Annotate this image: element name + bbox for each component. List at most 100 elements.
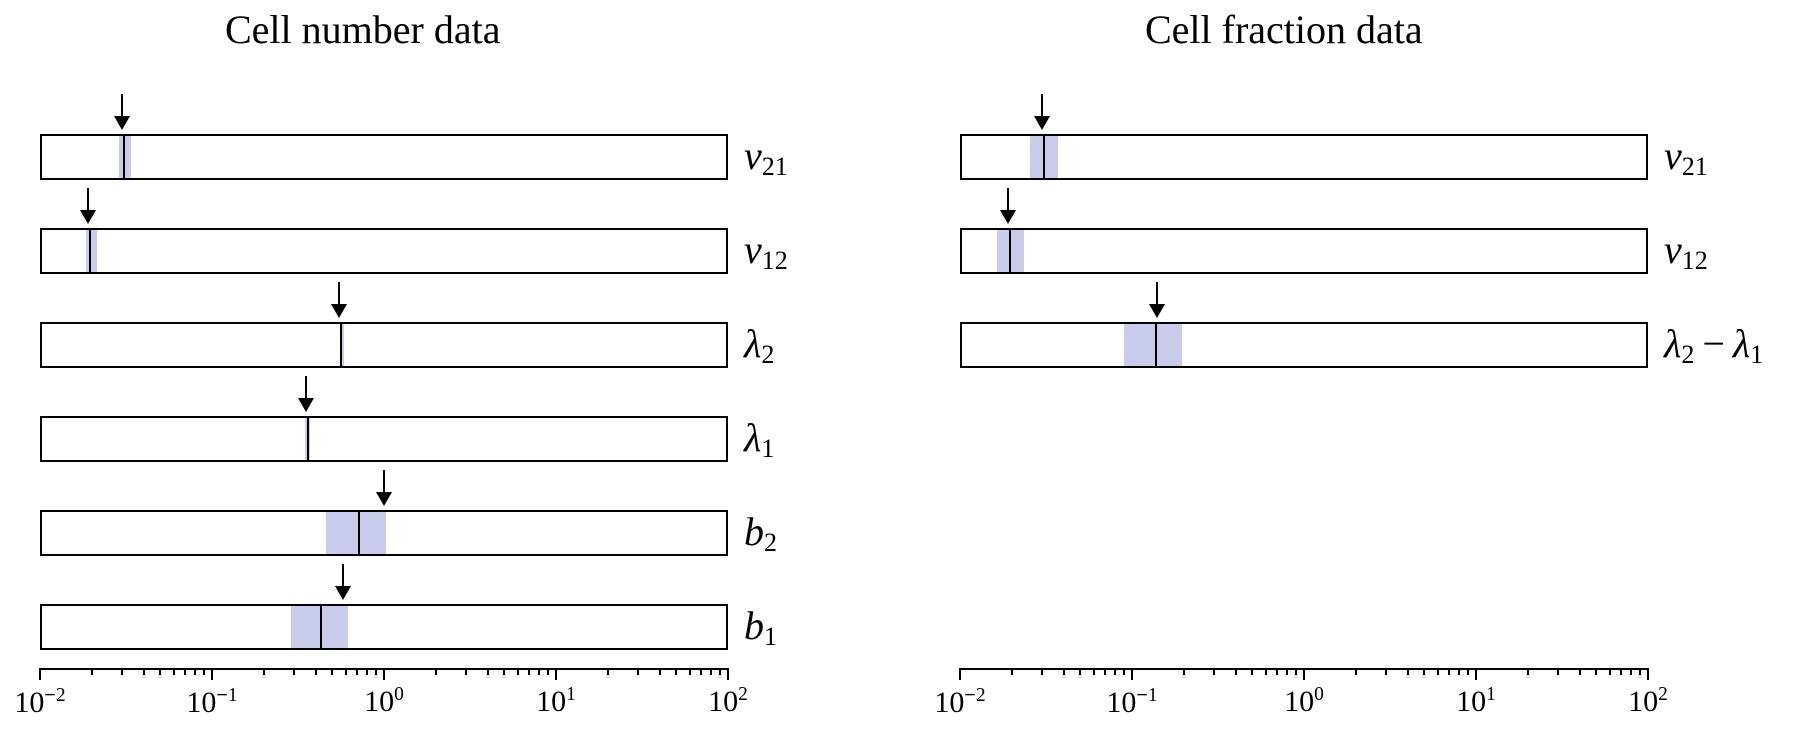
arrow-down-icon	[383, 470, 385, 504]
range-bar	[40, 134, 728, 180]
tick-minor	[465, 668, 467, 675]
param-label: ν12	[744, 227, 788, 278]
tick-minor	[194, 668, 196, 675]
tick-minor	[1630, 668, 1632, 675]
estimate-tick	[123, 136, 125, 178]
estimate-tick	[320, 606, 322, 648]
tick-minor	[121, 668, 123, 675]
tick-minor	[607, 668, 609, 675]
tick-minor	[356, 668, 358, 675]
estimate-tick	[340, 324, 342, 366]
tick-minor	[1527, 668, 1529, 675]
range-bar	[40, 510, 728, 556]
tick-minor	[710, 668, 712, 675]
tick-major	[383, 668, 385, 680]
tick-major	[1303, 668, 1305, 680]
confidence-interval	[326, 512, 386, 554]
tick-minor	[528, 668, 530, 675]
tick-minor	[435, 668, 437, 675]
tick-minor	[1123, 668, 1125, 675]
param-label: λ1	[744, 415, 774, 466]
confidence-interval	[1124, 324, 1181, 366]
tick-minor	[1579, 668, 1581, 675]
tick-label: 101	[536, 684, 576, 719]
tick-label: 10−2	[934, 684, 985, 720]
tick-minor	[1557, 668, 1559, 675]
tick-minor	[1183, 668, 1185, 675]
tick-minor	[659, 668, 661, 675]
param-label: ν21	[744, 133, 788, 184]
figure: Cell number data ν21ν12λ2λ1b2b1 10−210−1…	[0, 0, 1800, 752]
arrow-down-icon	[342, 564, 344, 598]
range-bar	[960, 228, 1648, 274]
panel-title-left: Cell number data	[225, 6, 500, 53]
tick-minor	[503, 668, 505, 675]
tick-label: 102	[708, 684, 748, 719]
arrow-down-icon	[1041, 94, 1043, 128]
param-label: λ2	[744, 321, 774, 372]
tick-minor	[1355, 668, 1357, 675]
tick-minor	[700, 668, 702, 675]
tick-minor	[1385, 668, 1387, 675]
tick-minor	[1251, 668, 1253, 675]
tick-minor	[263, 668, 265, 675]
panel-cell-fraction: Cell fraction data ν21ν12λ2 − λ1 10−210−…	[920, 0, 1800, 752]
arrow-down-icon	[121, 94, 123, 128]
tick-label: 10−1	[186, 684, 237, 720]
estimate-tick	[307, 418, 309, 460]
tick-major	[727, 668, 729, 680]
tick-minor	[1063, 668, 1065, 675]
axis-right: 10−210−1100101102	[960, 668, 1648, 728]
tick-minor	[1041, 668, 1043, 675]
tick-minor	[1093, 668, 1095, 675]
arrow-down-icon	[338, 282, 340, 316]
param-label: b1	[744, 603, 777, 654]
tick-minor	[1595, 668, 1597, 675]
tick-minor	[1286, 668, 1288, 675]
estimate-tick	[358, 512, 360, 554]
tick-minor	[1295, 668, 1297, 675]
tick-minor	[1423, 668, 1425, 675]
estimate-tick	[1155, 324, 1157, 366]
panel-title-right: Cell fraction data	[1145, 6, 1423, 53]
tick-minor	[547, 668, 549, 675]
param-label: ν21	[1664, 133, 1708, 184]
tick-minor	[719, 668, 721, 675]
tick-minor	[331, 668, 333, 675]
tick-minor	[203, 668, 205, 675]
tick-minor	[1639, 668, 1641, 675]
tick-label: 100	[364, 684, 404, 719]
arrow-down-icon	[1156, 282, 1158, 316]
arrow-down-icon	[305, 376, 307, 410]
range-bar	[960, 322, 1648, 368]
tick-label: 102	[1628, 684, 1668, 719]
tick-label: 100	[1284, 684, 1324, 719]
tick-minor	[1407, 668, 1409, 675]
range-bar	[40, 322, 728, 368]
tick-minor	[1448, 668, 1450, 675]
tick-minor	[184, 668, 186, 675]
tick-minor	[1011, 668, 1013, 675]
tick-minor	[1104, 668, 1106, 675]
tick-minor	[1265, 668, 1267, 675]
estimate-tick	[1043, 136, 1045, 178]
tick-major	[1647, 668, 1649, 680]
range-bar	[40, 416, 728, 462]
tick-minor	[689, 668, 691, 675]
tick-label: 10−1	[1106, 684, 1157, 720]
tick-minor	[366, 668, 368, 675]
tick-minor	[1609, 668, 1611, 675]
tick-minor	[1620, 668, 1622, 675]
tick-minor	[159, 668, 161, 675]
tick-minor	[1235, 668, 1237, 675]
tick-minor	[293, 668, 295, 675]
estimate-tick	[89, 230, 91, 272]
param-label: ν12	[1664, 227, 1708, 278]
tick-minor	[487, 668, 489, 675]
range-bar	[40, 604, 728, 650]
arrow-down-icon	[1007, 188, 1009, 222]
tick-major	[959, 668, 961, 680]
tick-minor	[1437, 668, 1439, 675]
arrow-down-icon	[87, 188, 89, 222]
tick-minor	[1213, 668, 1215, 675]
